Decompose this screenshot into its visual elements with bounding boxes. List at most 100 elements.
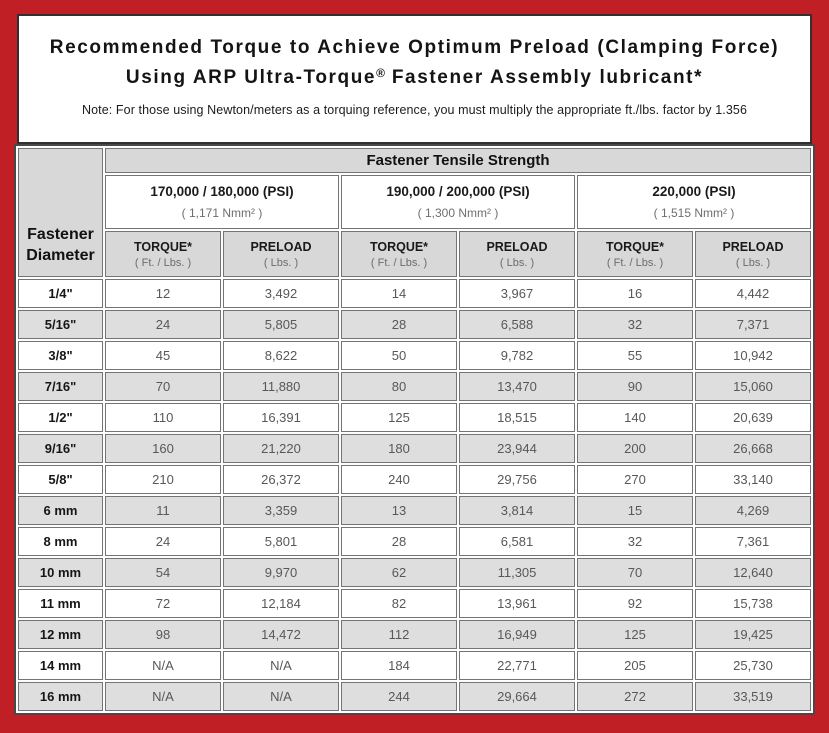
- registered-trademark-icon: ®: [376, 66, 385, 81]
- table-row: 3/8" 45 8,622 50 9,782 55 10,942: [18, 341, 811, 370]
- torque-label: TORQUE*: [605, 239, 665, 254]
- preload-value-cell: 11,880: [223, 372, 339, 401]
- preload-value-cell: 26,668: [695, 434, 811, 463]
- preload-value-cell: 11,305: [459, 558, 575, 587]
- torque-value-cell: 200: [577, 434, 693, 463]
- torque-value-cell: 32: [577, 527, 693, 556]
- title-line-2-suffix: Fastener Assembly lubricant*: [384, 67, 704, 89]
- table-row: 8 mm 24 5,801 28 6,581 32 7,361: [18, 527, 811, 556]
- torque-value-cell: 24: [105, 527, 221, 556]
- preload-value-cell: N/A: [223, 651, 339, 680]
- preload-value-cell: N/A: [223, 682, 339, 711]
- preload-value-cell: 12,184: [223, 589, 339, 618]
- preload-value-cell: 29,664: [459, 682, 575, 711]
- preload-value-cell: 9,970: [223, 558, 339, 587]
- torque-value-cell: 125: [341, 403, 457, 432]
- preload-label: PRELOAD: [250, 239, 312, 254]
- torque-table: Fastener Diameter Fastener Tensile Stren…: [14, 144, 815, 715]
- torque-value-cell: 11: [105, 496, 221, 525]
- table-row: 14 mm N/A N/A 184 22,771 205 25,730: [18, 651, 811, 680]
- header-row-tensile: Fastener Diameter Fastener Tensile Stren…: [18, 148, 811, 277]
- preload-value-cell: 3,492: [223, 279, 339, 308]
- torque-unit: ( Ft. / Lbs. ): [606, 256, 664, 269]
- preload-value-cell: 6,588: [459, 310, 575, 339]
- table-row: 7/16" 70 11,880 80 13,470 90 15,060: [18, 372, 811, 401]
- psi-label-1: 170,000 / 180,000 (PSI): [150, 184, 294, 199]
- torque-column-header-1: TORQUE* ( Ft. / Lbs. ): [105, 231, 221, 277]
- title-line-1: Recommended Torque to Achieve Optimum Pr…: [49, 37, 780, 58]
- diameter-cell: 6 mm: [18, 496, 103, 525]
- title-line-2: Using ARP Ultra-Torque® Fastener Assembl…: [19, 63, 810, 93]
- table-row: 12 mm 98 14,472 112 16,949 125 19,425: [18, 620, 811, 649]
- preload-value-cell: 10,942: [695, 341, 811, 370]
- psi-label-3: 220,000 (PSI): [652, 184, 736, 199]
- torque-value-cell: N/A: [105, 682, 221, 711]
- torque-table-container: Fastener Diameter Fastener Tensile Stren…: [14, 144, 815, 715]
- preload-value-cell: 12,640: [695, 558, 811, 587]
- preload-value-cell: 29,756: [459, 465, 575, 494]
- preload-label: PRELOAD: [486, 239, 548, 254]
- torque-value-cell: 45: [105, 341, 221, 370]
- preload-value-cell: 16,949: [459, 620, 575, 649]
- psi-label-2: 190,000 / 200,000 (PSI): [386, 184, 530, 199]
- preload-value-cell: 4,269: [695, 496, 811, 525]
- torque-value-cell: 140: [577, 403, 693, 432]
- preload-value-cell: 7,371: [695, 310, 811, 339]
- preload-value-cell: 15,738: [695, 589, 811, 618]
- preload-value-cell: 22,771: [459, 651, 575, 680]
- preload-value-cell: 18,515: [459, 403, 575, 432]
- preload-value-cell: 20,639: [695, 403, 811, 432]
- fastener-diameter-header: Fastener Diameter: [18, 148, 103, 277]
- torque-value-cell: 28: [341, 527, 457, 556]
- psi-group-header-3: 220,000 (PSI) ( 1,515 Nmm² ): [577, 175, 811, 229]
- torque-value-cell: 270: [577, 465, 693, 494]
- torque-value-cell: 70: [577, 558, 693, 587]
- psi-group-header-2: 190,000 / 200,000 (PSI) ( 1,300 Nmm² ): [341, 175, 575, 229]
- diameter-cell: 12 mm: [18, 620, 103, 649]
- header-row-subcolumns: TORQUE* ( Ft. / Lbs. ) PRELOAD ( Lbs. ) …: [18, 231, 811, 277]
- preload-label: PRELOAD: [722, 239, 784, 254]
- table-row: 5/8" 210 26,372 240 29,756 270 33,140: [18, 465, 811, 494]
- title-line-2-text: Using ARP Ultra-Torque: [125, 67, 377, 89]
- diameter-cell: 5/16": [18, 310, 103, 339]
- nmm-label-1: ( 1,171 Nmm² ): [181, 206, 263, 220]
- preload-value-cell: 9,782: [459, 341, 575, 370]
- torque-value-cell: 62: [341, 558, 457, 587]
- preload-value-cell: 7,361: [695, 527, 811, 556]
- torque-value-cell: 16: [577, 279, 693, 308]
- table-row: 10 mm 54 9,970 62 11,305 70 12,640: [18, 558, 811, 587]
- torque-value-cell: 50: [341, 341, 457, 370]
- diameter-cell: 1/2": [18, 403, 103, 432]
- preload-unit: ( Lbs. ): [735, 256, 771, 269]
- diameter-cell: 10 mm: [18, 558, 103, 587]
- fastener-diameter-header-line1: Fastener: [27, 225, 94, 243]
- torque-value-cell: 32: [577, 310, 693, 339]
- preload-value-cell: 26,372: [223, 465, 339, 494]
- torque-column-header-2: TORQUE* ( Ft. / Lbs. ): [341, 231, 457, 277]
- torque-value-cell: 272: [577, 682, 693, 711]
- torque-value-cell: 205: [577, 651, 693, 680]
- table-row: 1/2" 110 16,391 125 18,515 140 20,639: [18, 403, 811, 432]
- torque-value-cell: 240: [341, 465, 457, 494]
- torque-value-cell: 184: [341, 651, 457, 680]
- psi-group-header-1: 170,000 / 180,000 (PSI) ( 1,171 Nmm² ): [105, 175, 339, 229]
- table-row: 9/16" 160 21,220 180 23,944 200 26,668: [18, 434, 811, 463]
- torque-value-cell: 14: [341, 279, 457, 308]
- diameter-cell: 11 mm: [18, 589, 103, 618]
- torque-value-cell: 92: [577, 589, 693, 618]
- preload-value-cell: 19,425: [695, 620, 811, 649]
- preload-column-header-3: PRELOAD ( Lbs. ): [695, 231, 811, 277]
- preload-value-cell: 3,359: [223, 496, 339, 525]
- torque-value-cell: 54: [105, 558, 221, 587]
- torque-value-cell: 13: [341, 496, 457, 525]
- preload-value-cell: 8,622: [223, 341, 339, 370]
- diameter-cell: 5/8": [18, 465, 103, 494]
- torque-value-cell: 160: [105, 434, 221, 463]
- nmm-label-3: ( 1,515 Nmm² ): [653, 206, 735, 220]
- torque-value-cell: 180: [341, 434, 457, 463]
- torque-value-cell: 112: [341, 620, 457, 649]
- title-panel: Recommended Torque to Achieve Optimum Pr…: [17, 14, 812, 144]
- table-row: 11 mm 72 12,184 82 13,961 92 15,738: [18, 589, 811, 618]
- diameter-cell: 8 mm: [18, 527, 103, 556]
